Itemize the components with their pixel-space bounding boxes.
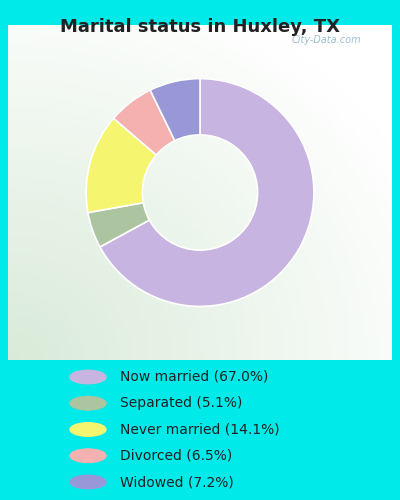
Text: Divorced (6.5%): Divorced (6.5%)	[120, 449, 232, 463]
Circle shape	[70, 449, 106, 462]
Wedge shape	[100, 78, 314, 306]
Wedge shape	[114, 90, 175, 155]
Text: Separated (5.1%): Separated (5.1%)	[120, 396, 242, 410]
Wedge shape	[150, 78, 200, 140]
Circle shape	[70, 370, 106, 384]
Circle shape	[70, 396, 106, 410]
Text: City-Data.com: City-Data.com	[291, 35, 361, 45]
Wedge shape	[88, 202, 149, 247]
Text: Never married (14.1%): Never married (14.1%)	[120, 422, 280, 436]
Wedge shape	[86, 118, 156, 212]
Text: Widowed (7.2%): Widowed (7.2%)	[120, 475, 234, 489]
Circle shape	[70, 475, 106, 489]
Circle shape	[70, 423, 106, 436]
Text: Now married (67.0%): Now married (67.0%)	[120, 370, 268, 384]
Text: Marital status in Huxley, TX: Marital status in Huxley, TX	[60, 18, 340, 36]
